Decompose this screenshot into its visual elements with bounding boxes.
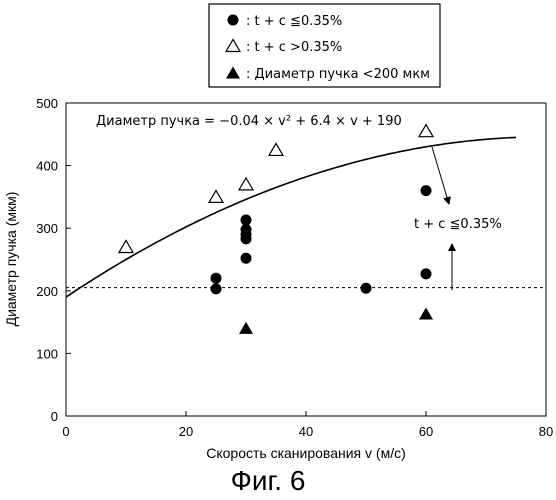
x-axis-ticks: 0 20 40 60 80	[62, 411, 553, 439]
point-open-triangle-4	[419, 125, 433, 137]
x-tick-label-0: 0	[62, 424, 69, 439]
point-filled-triangle-0	[239, 322, 253, 334]
y-tick-label-1: 100	[36, 346, 58, 361]
point-filled-circle-6	[241, 253, 252, 264]
x-tick-label-1: 20	[179, 424, 193, 439]
y-tick-label-3: 300	[36, 221, 58, 236]
point-open-triangle-1	[209, 190, 223, 202]
y-tick-label-0: 0	[51, 409, 58, 424]
y-tick-label-4: 400	[36, 159, 58, 174]
legend: : t + c ≦0.35% : t + c >0.35% : Диаметр …	[209, 4, 440, 87]
point-filled-circle-9	[421, 268, 432, 279]
threshold-annotation: t + c ≦0.35%	[414, 217, 502, 232]
legend-marker-0	[228, 15, 239, 26]
curve-equation-label: Диаметр пучка = −0.04 × v² + 6.4 × v + 1…	[96, 114, 402, 129]
annotation-arrow-down	[432, 147, 449, 204]
legend-label-2: : Диаметр пучка <200 мкм	[246, 67, 430, 82]
plot-area	[66, 103, 546, 416]
y-tick-label-2: 200	[36, 284, 58, 299]
y-axis-title: Диаметр пучка (мкм)	[3, 192, 19, 327]
point-filled-circle-2	[241, 215, 252, 226]
figure-caption: Фиг. 6	[231, 465, 306, 496]
x-axis-title: Скорость сканирования v (м/с)	[206, 445, 406, 461]
point-filled-triangle-1	[419, 307, 433, 319]
legend-label-0: : t + c ≦0.35%	[246, 14, 342, 29]
x-tick-label-2: 40	[299, 424, 313, 439]
point-filled-circle-1	[211, 283, 222, 294]
point-open-triangle-3	[269, 143, 283, 155]
x-tick-label-3: 60	[419, 424, 433, 439]
y-tick-label-5: 500	[36, 96, 58, 111]
point-filled-circle-7	[361, 283, 372, 294]
chart-marks	[119, 125, 433, 334]
point-open-triangle-2	[239, 178, 253, 190]
legend-marker-shape-0	[228, 15, 239, 26]
point-filled-circle-0	[211, 273, 222, 284]
point-filled-circle-8	[421, 185, 432, 196]
point-filled-circle-5	[241, 233, 252, 244]
x-tick-label-4: 80	[539, 424, 553, 439]
point-open-triangle-0	[119, 240, 133, 252]
legend-label-1: : t + c >0.35%	[246, 40, 342, 55]
